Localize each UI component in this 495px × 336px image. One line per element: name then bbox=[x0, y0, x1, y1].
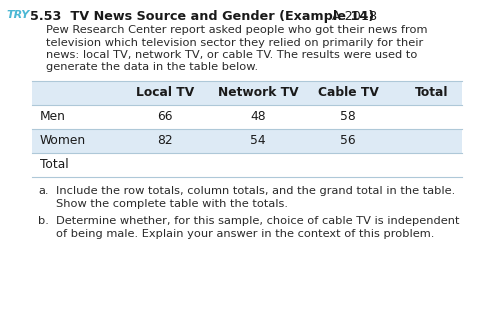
Text: 48: 48 bbox=[250, 110, 266, 123]
Bar bbox=[32, 104, 462, 128]
Text: of being male. Explain your answer in the context of this problem.: of being male. Explain your answer in th… bbox=[56, 229, 435, 239]
Text: TRY: TRY bbox=[6, 10, 29, 20]
Bar bbox=[32, 81, 462, 104]
Text: 82: 82 bbox=[157, 134, 173, 147]
Text: 5.53  TV News Source and Gender (Example 14): 5.53 TV News Source and Gender (Example … bbox=[30, 10, 374, 23]
Text: Show the complete table with the totals.: Show the complete table with the totals. bbox=[56, 199, 288, 209]
Text: Total: Total bbox=[415, 86, 449, 99]
Bar bbox=[32, 128, 462, 153]
Text: Pew Research Center report asked people who got their news from: Pew Research Center report asked people … bbox=[46, 25, 428, 35]
Text: 58: 58 bbox=[340, 110, 356, 123]
Text: Determine whether, for this sample, choice of cable TV is independent: Determine whether, for this sample, choi… bbox=[56, 216, 459, 226]
Text: Men: Men bbox=[40, 110, 66, 123]
Text: Women: Women bbox=[40, 134, 86, 147]
Text: Local TV: Local TV bbox=[136, 86, 194, 99]
Text: A 2018: A 2018 bbox=[332, 10, 377, 23]
Text: 66: 66 bbox=[157, 110, 173, 123]
Text: Include the row totals, column totals, and the grand total in the table.: Include the row totals, column totals, a… bbox=[56, 186, 455, 197]
Text: 56: 56 bbox=[340, 134, 356, 147]
Text: news: local TV, network TV, or cable TV. The results were used to: news: local TV, network TV, or cable TV.… bbox=[46, 50, 417, 60]
Text: a.: a. bbox=[38, 186, 49, 197]
Bar bbox=[32, 153, 462, 176]
Text: generate the data in the table below.: generate the data in the table below. bbox=[46, 62, 258, 73]
Text: Total: Total bbox=[40, 158, 69, 171]
Text: Cable TV: Cable TV bbox=[318, 86, 379, 99]
Text: b.: b. bbox=[38, 216, 49, 226]
Text: television which television sector they relied on primarily for their: television which television sector they … bbox=[46, 38, 423, 47]
Text: Network TV: Network TV bbox=[218, 86, 298, 99]
Text: 54: 54 bbox=[250, 134, 266, 147]
